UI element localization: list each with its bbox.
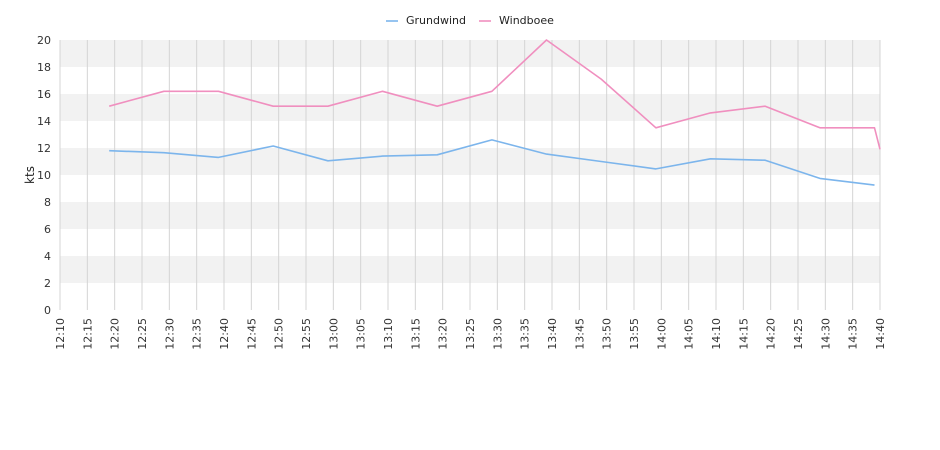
- x-tick-label: 13:50: [601, 318, 614, 350]
- x-tick-label: 12:25: [136, 318, 149, 350]
- y-axis-tick-labels: 0 2 4 6 8 10 12 14 16 18 20: [37, 34, 51, 317]
- y-tick-label: 4: [44, 250, 51, 263]
- series-line-grundwind: [109, 139, 875, 186]
- x-tick-label: 14:15: [737, 318, 750, 350]
- x-tick-label: 13:05: [355, 318, 368, 350]
- x-tick-label: 13:30: [491, 318, 504, 350]
- x-tick-label: 13:35: [519, 318, 532, 350]
- x-tick-label: 14:00: [655, 318, 668, 350]
- x-tick-label: 14:05: [683, 318, 696, 350]
- y-tick-label: 0: [44, 304, 51, 317]
- x-tick-label: 12:50: [273, 318, 286, 350]
- y-tick-label: 10: [37, 169, 51, 182]
- y-axis-label: kts: [23, 166, 37, 184]
- x-tick-label: 12:40: [218, 318, 231, 350]
- legend-label: Grundwind: [406, 14, 466, 27]
- series-line-windboee: [108, 39, 881, 150]
- x-tick-label: 13:45: [573, 318, 586, 350]
- y-tick-label: 14: [37, 115, 51, 128]
- vertical-gridlines: [59, 40, 881, 310]
- x-tick-label: 13:20: [437, 318, 450, 350]
- legend-item-windboee[interactable]: Windboee: [479, 14, 554, 27]
- x-tick-label: 13:00: [327, 318, 340, 350]
- y-tick-label: 12: [37, 142, 51, 155]
- y-tick-label: 20: [37, 34, 51, 47]
- x-tick-label: 14:30: [819, 318, 832, 350]
- y-tick-label: 18: [37, 61, 51, 74]
- x-tick-label: 12:45: [245, 318, 258, 350]
- x-tick-label: 13:25: [464, 318, 477, 350]
- legend-item-grundwind[interactable]: Grundwind: [386, 14, 466, 27]
- x-tick-label: 14:35: [847, 318, 860, 350]
- x-tick-label: 12:10: [54, 318, 67, 350]
- legend[interactable]: Grundwind Windboee: [386, 14, 554, 27]
- x-tick-label: 14:20: [765, 318, 778, 350]
- y-tick-label: 2: [44, 277, 51, 290]
- x-tick-label: 13:55: [628, 318, 641, 350]
- x-tick-label: 14:40: [874, 318, 887, 350]
- y-tick-label: 8: [44, 196, 51, 209]
- y-tick-label: 16: [37, 88, 51, 101]
- x-axis-tick-labels: 12:10 12:15 12:20 12:25 12:30 12:35 12:40 12:45…: [54, 318, 887, 350]
- x-tick-label: 12:15: [81, 318, 94, 350]
- x-tick-label: 14:10: [710, 318, 723, 350]
- x-tick-label: 14:25: [792, 318, 805, 350]
- x-tick-label: 13:15: [409, 318, 422, 350]
- x-tick-label: 12:30: [163, 318, 176, 350]
- x-tick-label: 12:35: [191, 318, 204, 350]
- x-tick-label: 13:10: [382, 318, 395, 350]
- x-tick-label: 13:40: [546, 318, 559, 350]
- x-tick-label: 12:20: [109, 318, 122, 350]
- y-tick-label: 6: [44, 223, 51, 236]
- series-lines: [108, 39, 881, 186]
- x-tick-label: 12:55: [300, 318, 313, 350]
- legend-label: Windboee: [499, 14, 554, 27]
